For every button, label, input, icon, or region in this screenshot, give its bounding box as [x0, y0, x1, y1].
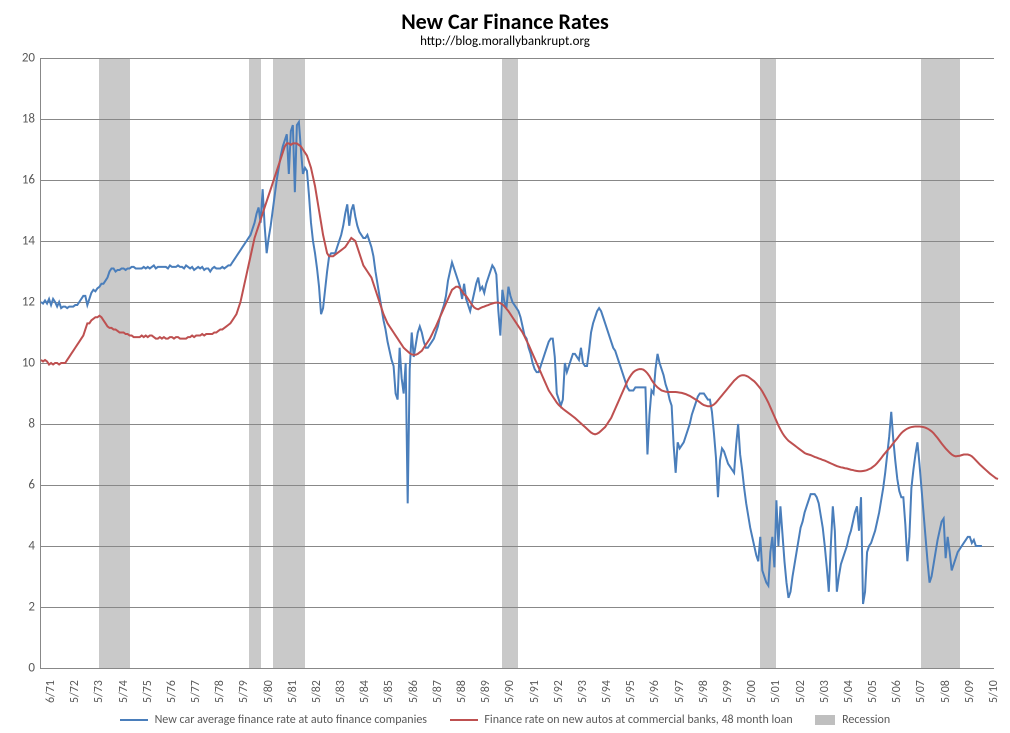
x-tick-label: 5/93 [576, 680, 590, 703]
x-tick-label: 5/92 [552, 680, 566, 703]
x-tick-label: 5/79 [237, 680, 251, 703]
x-tick-label: 5/75 [141, 680, 155, 703]
series-line [41, 122, 982, 604]
x-tick-label: 5/07 [914, 680, 928, 703]
y-tick-label: 14 [5, 234, 35, 249]
y-tick-label: 10 [5, 356, 35, 371]
x-tick-label: 5/77 [189, 680, 203, 703]
x-tick-label: 6/71 [44, 680, 58, 703]
x-tick-label: 5/01 [769, 680, 783, 703]
x-tick-label: 5/95 [624, 680, 638, 703]
x-tick-label: 5/73 [92, 680, 106, 703]
x-tick-label: 5/82 [310, 680, 324, 703]
x-tick-label: 5/91 [528, 680, 542, 703]
x-tick-label: 5/09 [963, 680, 977, 703]
chart-container: New Car Finance Rates http://blog.morall… [0, 0, 1010, 733]
x-tick-label: 5/74 [117, 680, 131, 703]
x-tick-label: 5/85 [382, 680, 396, 703]
y-tick-label: 18 [5, 112, 35, 127]
x-tick-label: 5/84 [358, 680, 372, 703]
x-tick-label: 5/10 [987, 680, 1001, 703]
x-tick-label: 5/76 [165, 680, 179, 703]
legend: New car average finance rate at auto fin… [0, 713, 1010, 727]
y-tick-label: 2 [5, 600, 35, 615]
x-tick-label: 5/83 [334, 680, 348, 703]
chart-subtitle: http://blog.morallybankrupt.org [0, 34, 1010, 49]
x-tick-label: 5/00 [745, 680, 759, 703]
y-tick-label: 8 [5, 417, 35, 432]
legend-item-series1: New car average finance rate at auto fin… [120, 713, 427, 727]
x-tick-label: 5/98 [697, 680, 711, 703]
y-tick-label: 20 [5, 51, 35, 66]
x-tick-label: 5/96 [648, 680, 662, 703]
x-tick-label: 5/02 [794, 680, 808, 703]
chart-lines [41, 58, 994, 668]
x-tick-label: 5/88 [455, 680, 469, 703]
x-tick-label: 5/94 [600, 680, 614, 703]
y-tick-label: 12 [5, 295, 35, 310]
x-tick-label: 5/05 [866, 680, 880, 703]
x-tick-label: 5/80 [262, 680, 276, 703]
x-tick-label: 5/08 [939, 680, 953, 703]
y-tick-label: 16 [5, 173, 35, 188]
y-tick-label: 4 [5, 539, 35, 554]
x-tick-label: 5/87 [431, 680, 445, 703]
legend-label-series2: Finance rate on new autos at commercial … [484, 713, 792, 727]
y-tick-label: 0 [5, 661, 35, 676]
x-tick-label: 5/06 [890, 680, 904, 703]
x-tick-label: 5/03 [818, 680, 832, 703]
x-tick-label: 5/99 [721, 680, 735, 703]
legend-label-recession: Recession [842, 713, 890, 727]
y-tick-label: 6 [5, 478, 35, 493]
x-tick-label: 5/90 [503, 680, 517, 703]
legend-swatch-series2 [450, 719, 478, 721]
legend-swatch-series1 [120, 719, 148, 721]
legend-label-series1: New car average finance rate at auto fin… [155, 713, 427, 727]
plot-area [40, 58, 994, 669]
x-tick-label: 5/97 [673, 680, 687, 703]
x-tick-label: 5/81 [286, 680, 300, 703]
legend-item-recession: Recession [815, 713, 890, 727]
x-tick-label: 5/72 [68, 680, 82, 703]
legend-item-series2: Finance rate on new autos at commercial … [450, 713, 793, 727]
x-tick-label: 5/78 [213, 680, 227, 703]
x-tick-label: 5/89 [479, 680, 493, 703]
legend-swatch-recession [815, 715, 835, 725]
x-tick-label: 5/86 [407, 680, 421, 703]
x-tick-label: 5/04 [842, 680, 856, 703]
chart-title: New Car Finance Rates [0, 8, 1010, 35]
